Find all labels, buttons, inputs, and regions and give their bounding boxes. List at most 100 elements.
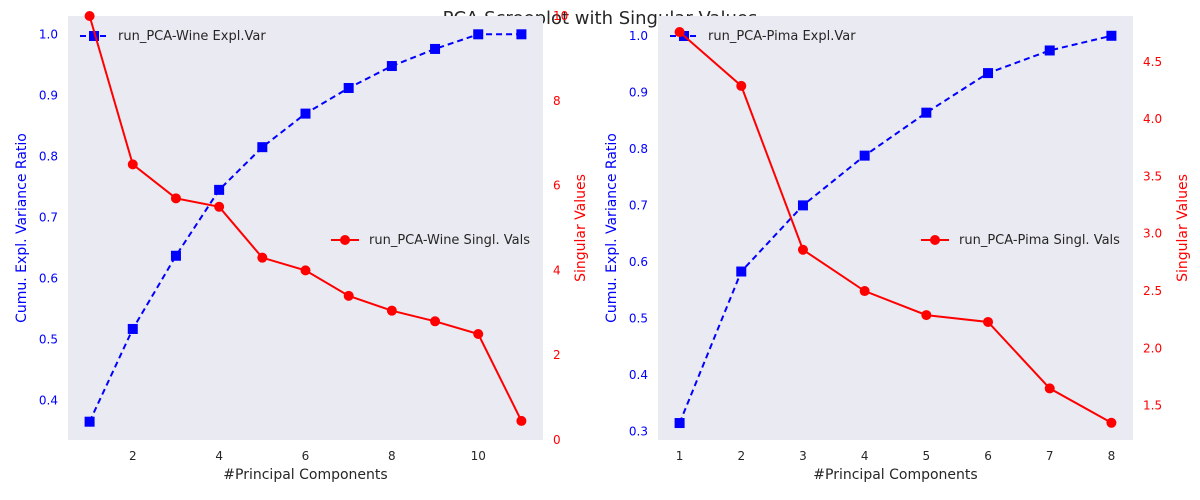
y-right-tick-label: 4.0 bbox=[1143, 112, 1162, 126]
data-point bbox=[674, 418, 685, 429]
series-line bbox=[678, 34, 1112, 424]
y-right-tick-label: 2.0 bbox=[1143, 341, 1162, 355]
y-right-tick-label: 0 bbox=[553, 433, 561, 447]
data-point bbox=[386, 61, 397, 72]
legend-entry: run_PCA-Pima Singl. Vals bbox=[921, 233, 1120, 248]
legend-entry: run_PCA-Wine Singl. Vals bbox=[331, 233, 530, 248]
data-point bbox=[983, 68, 994, 79]
x-tick-label: 2 bbox=[129, 449, 137, 463]
x-axis-label: #Principal Components bbox=[223, 467, 387, 483]
y-left-axis-label: Cumu. Expl. Variance Ratio bbox=[14, 133, 30, 323]
x-axis-label: #Principal Components bbox=[813, 467, 977, 483]
y-right-tick-label: 6 bbox=[553, 179, 561, 193]
data-point bbox=[859, 150, 870, 161]
data-point bbox=[1044, 45, 1055, 56]
data-point bbox=[797, 244, 808, 255]
y-left-tick-label: 0.5 bbox=[39, 332, 58, 346]
data-point bbox=[430, 316, 441, 327]
legend-label: run_PCA-Pima Expl.Var bbox=[708, 29, 856, 44]
plot-area bbox=[658, 16, 1133, 440]
data-point bbox=[516, 415, 527, 426]
y-right-tick-label: 4.5 bbox=[1143, 55, 1162, 69]
legend-marker bbox=[340, 235, 350, 245]
y-left-tick-label: 0.5 bbox=[629, 311, 648, 325]
data-point bbox=[343, 82, 354, 93]
y-right-tick-label: 4 bbox=[553, 263, 561, 277]
data-point bbox=[170, 250, 181, 261]
y-left-tick-label: 1.0 bbox=[39, 27, 58, 41]
y-left-tick-label: 0.9 bbox=[39, 88, 58, 102]
y-left-axis-label: Cumu. Expl. Variance Ratio bbox=[604, 133, 620, 323]
y-left-tick-label: 0.8 bbox=[39, 149, 58, 163]
data-point bbox=[84, 416, 95, 427]
data-point bbox=[430, 43, 441, 54]
x-tick-label: 5 bbox=[923, 449, 931, 463]
y-right-tick-label: 10 bbox=[553, 9, 568, 23]
y-right-tick-label: 8 bbox=[553, 94, 561, 108]
legend-label: run_PCA-Wine Singl. Vals bbox=[369, 233, 530, 248]
data-point bbox=[473, 329, 484, 339]
y-left-tick-label: 0.7 bbox=[39, 210, 58, 224]
plot-area bbox=[68, 16, 543, 440]
y-right-tick-label: 2.5 bbox=[1143, 284, 1162, 298]
data-point bbox=[797, 200, 808, 211]
y-left-tick-label: 0.9 bbox=[629, 85, 648, 99]
subplots: 2 4 6 8 10 0.4 0.5 0.6 0.7 0.8 0.9 1.0 0 2 4 6 8 10 #Princ… bbox=[14, 9, 1191, 483]
y-left-tick-label: 0.8 bbox=[629, 142, 648, 156]
y-left-tick-label: 0.4 bbox=[629, 368, 648, 382]
data-point bbox=[84, 11, 95, 21]
data-point bbox=[736, 80, 747, 91]
data-point bbox=[1106, 417, 1117, 428]
y-left-tick-label: 0.7 bbox=[629, 198, 648, 212]
y-right-tick-label: 2 bbox=[553, 348, 561, 362]
data-point bbox=[170, 193, 181, 204]
data-point bbox=[1106, 30, 1117, 41]
data-point bbox=[257, 142, 268, 153]
legend-entry: run_PCA-Wine Expl.Var bbox=[80, 29, 266, 44]
x-tick-label: 8 bbox=[1108, 449, 1116, 463]
y-left-tick-label: 1.0 bbox=[629, 29, 648, 43]
data-point bbox=[214, 201, 225, 212]
data-point bbox=[921, 310, 932, 321]
y-right-tick-label: 3.0 bbox=[1143, 227, 1162, 241]
x-tick-label: 4 bbox=[861, 449, 869, 463]
data-point bbox=[127, 159, 138, 170]
legend-label: run_PCA-Wine Expl.Var bbox=[118, 29, 266, 44]
x-tick-label: 2 bbox=[737, 449, 745, 463]
data-point bbox=[473, 29, 484, 40]
x-tick-label: 3 bbox=[799, 449, 807, 463]
subplot-pima: 1 2 3 4 5 6 7 8 0.3 0.4 0.5 0.6 0.7 0.8 0.9 1.0 1.5 2.0 2.… bbox=[604, 16, 1191, 483]
data-point bbox=[386, 305, 397, 316]
y-right-axis-label: Singular Values bbox=[573, 174, 589, 282]
data-point bbox=[674, 27, 685, 38]
x-tick-label: 1 bbox=[676, 449, 684, 463]
x-tick-label: 7 bbox=[1046, 449, 1054, 463]
y-left-tick-label: 0.6 bbox=[629, 255, 648, 269]
y-left-tick-label: 0.4 bbox=[39, 393, 58, 407]
data-point bbox=[343, 290, 354, 301]
y-left-tick-label: 0.6 bbox=[39, 271, 58, 285]
data-point bbox=[1044, 383, 1055, 394]
data-point bbox=[300, 108, 311, 119]
y-right-tick-label: 3.5 bbox=[1143, 169, 1162, 183]
data-point bbox=[127, 323, 138, 334]
x-tick-label: 6 bbox=[302, 449, 310, 463]
x-tick-label: 6 bbox=[984, 449, 992, 463]
legend-marker bbox=[930, 235, 940, 245]
y-left-tick-label: 0.3 bbox=[629, 425, 648, 439]
y-right-axis-label: Singular Values bbox=[1175, 174, 1191, 282]
y-right-tick-label: 1.5 bbox=[1143, 399, 1162, 413]
x-tick-label: 8 bbox=[388, 449, 396, 463]
data-point bbox=[921, 107, 932, 118]
legend-marker bbox=[89, 31, 99, 41]
series-line bbox=[678, 31, 1112, 424]
data-point bbox=[736, 266, 747, 277]
legend-label: run_PCA-Pima Singl. Vals bbox=[959, 233, 1120, 248]
data-point bbox=[859, 286, 870, 297]
x-tick-label: 4 bbox=[215, 449, 223, 463]
data-point bbox=[300, 265, 311, 276]
data-point bbox=[983, 316, 994, 327]
x-tick-label: 10 bbox=[471, 449, 486, 463]
data-point bbox=[257, 252, 268, 263]
